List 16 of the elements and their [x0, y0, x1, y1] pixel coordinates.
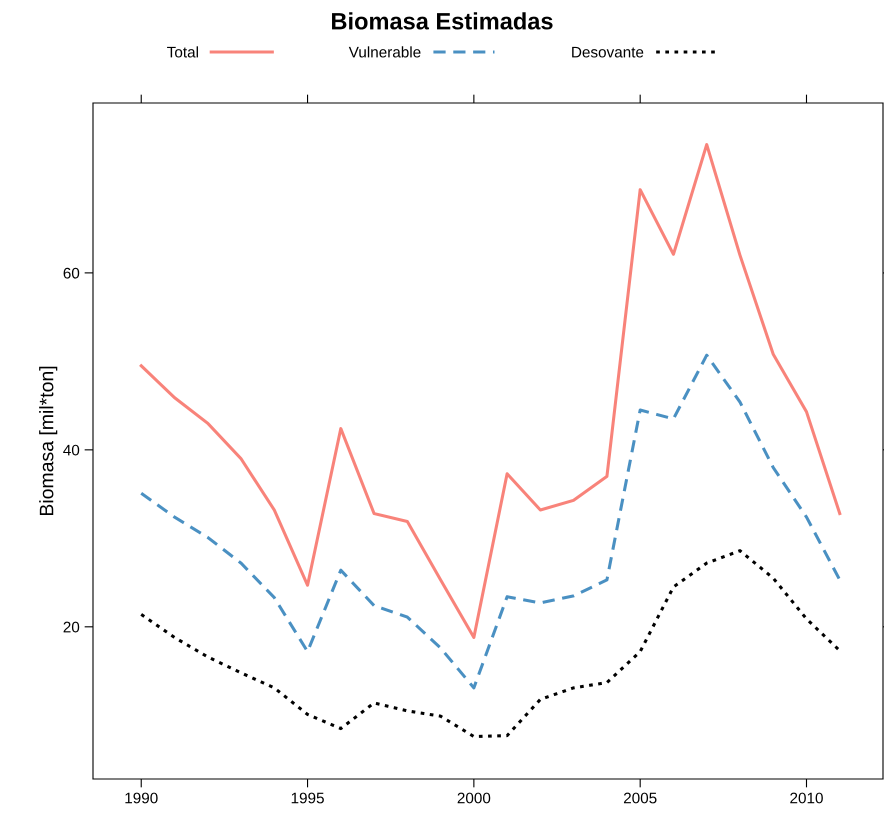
x-tick-label: 1990 [125, 792, 158, 804]
line-series [140, 354, 842, 690]
legend-label: Total [167, 46, 198, 58]
legend-label: Vulnerable [348, 46, 421, 58]
x-tick-label: 2005 [624, 792, 657, 804]
y-tick-label: 40 [63, 444, 80, 456]
line-series [140, 143, 842, 639]
y-tick-label: 60 [64, 268, 80, 279]
y-tick-label: 20 [64, 622, 80, 632]
y-axis-title: Biomasa [mil*ton] [39, 366, 58, 516]
x-tick-label: 2000 [458, 792, 490, 804]
x-tick-label: 1995 [292, 792, 324, 804]
legend-label: Desovante [572, 46, 644, 58]
x-tick-label: 2010 [790, 792, 823, 804]
chart-title: Biomasa Estimadas [332, 12, 553, 30]
line-series [140, 549, 842, 738]
